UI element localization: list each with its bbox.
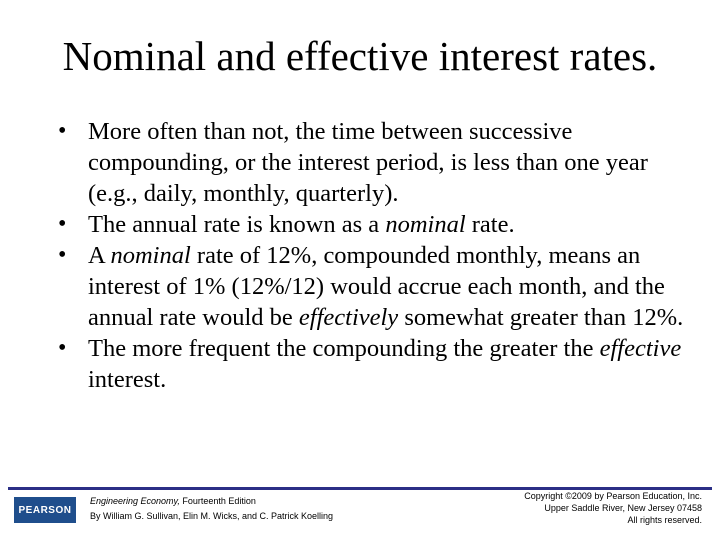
text-segment: More often than not, the time between su… [88, 118, 648, 207]
text-segment: The annual rate is known as a [88, 211, 386, 238]
text-segment: rate of 12%, compounded monthly, means a… [88, 242, 665, 331]
book-edition: Fourteenth Edition [179, 496, 256, 506]
footer-citation: Engineering Economy, Fourteenth Edition … [90, 494, 333, 524]
italic-term: nominal [110, 242, 191, 269]
book-title: Engineering Economy, [90, 496, 180, 506]
bullet-text: More often than not, the time between su… [88, 118, 648, 207]
book-line: Engineering Economy, Fourteenth Edition [90, 494, 333, 509]
bullet-text: The annual rate is known as a nominal ra… [88, 211, 515, 238]
bullet-dot-icon: • [58, 242, 67, 268]
slide-title: Nominal and effective interest rates. [62, 33, 658, 79]
bullet-dot-icon: • [58, 335, 67, 361]
pearson-logo: PEARSON [14, 497, 76, 523]
footer-divider [8, 487, 712, 490]
bullet-item: • More often than not, the time between s… [58, 116, 698, 209]
italic-term: effective [599, 335, 682, 362]
text-segment: interest. [88, 366, 167, 393]
bullet-text: The more frequent the compounding the gr… [88, 335, 681, 393]
footer-copyright: Copyright ©2009 by Pearson Education, In… [524, 490, 702, 526]
bullet-dot-icon: • [58, 211, 67, 237]
text-segment: rate. [465, 211, 515, 238]
copyright-text: Copyright ©2009 by Pearson Education, In… [524, 491, 702, 501]
italic-term: effectively [298, 304, 399, 331]
text-segment: A [88, 242, 111, 269]
bullet-text: A nominal rate of 12%, compounded monthl… [88, 242, 683, 331]
bullet-item: • A nominal rate of 12%, compounded month… [58, 240, 698, 333]
text-segment: somewhat greater than 12%. [398, 304, 684, 331]
publisher-address: Upper Saddle River, New Jersey 07458 [544, 503, 702, 513]
text-segment: The more frequent the compounding the gr… [88, 335, 600, 362]
bullet-item: • The more frequent the compounding the g… [58, 333, 698, 395]
bullet-item: • The annual rate is known as a nominal r… [58, 209, 698, 240]
bullet-list: • More often than not, the time between s… [58, 116, 698, 395]
rights-text: All rights reserved. [627, 515, 702, 525]
bullet-dot-icon: • [58, 118, 67, 144]
logo-text: PEARSON [18, 504, 72, 516]
italic-term: nominal [385, 211, 466, 238]
book-authors: By William G. Sullivan, Elin M. Wicks, a… [90, 511, 334, 521]
